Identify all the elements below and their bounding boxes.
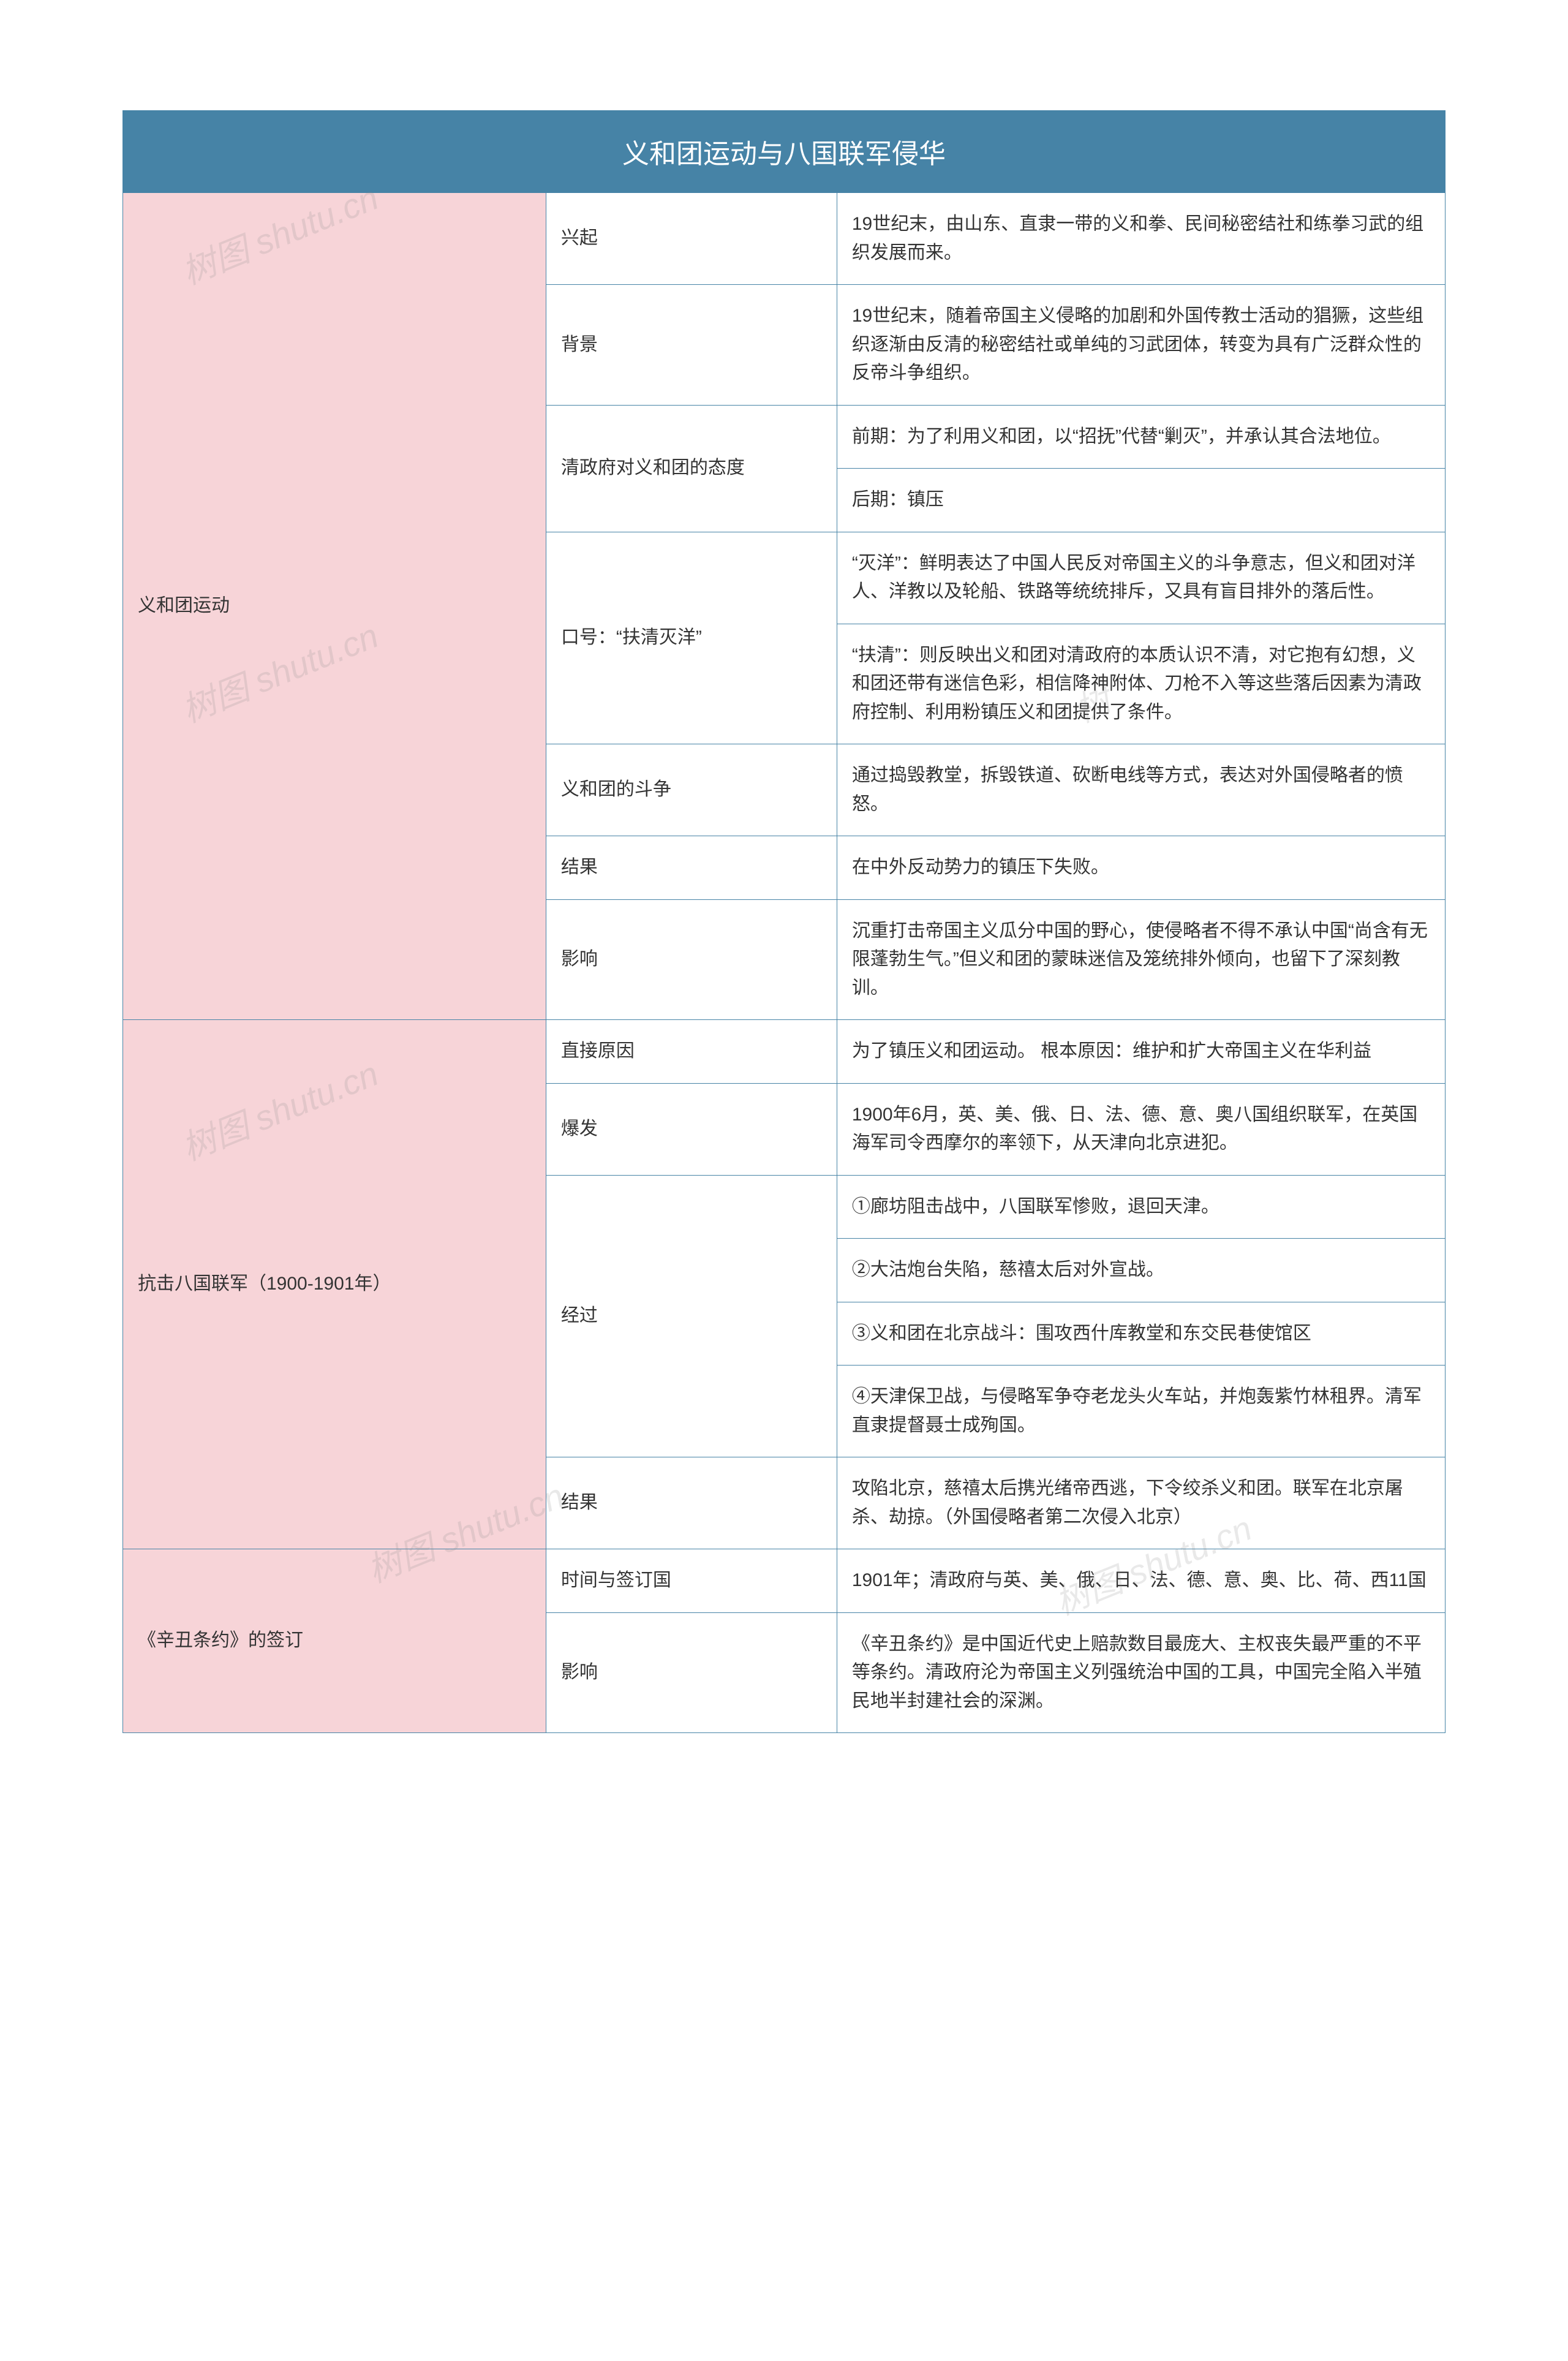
aspect-label: 结果: [546, 1457, 837, 1549]
table-row: 抗击八国联军（1900-1901年）直接原因为了镇压义和团运动。 根本原因：维护…: [123, 1020, 1446, 1084]
content-cell: 在中外反动势力的镇压下失败。: [837, 836, 1445, 900]
content-cell: ③义和团在北京战斗：围攻西什库教堂和东交民巷使馆区: [837, 1302, 1445, 1366]
aspect-label: 影响: [546, 899, 837, 1020]
content-cell: ②大沽炮台失陷，慈禧太后对外宣战。: [837, 1239, 1445, 1302]
aspect-label: 直接原因: [546, 1020, 837, 1084]
content-cell: 1901年；清政府与英、美、俄、日、法、德、意、奥、比、荷、西11国: [837, 1549, 1445, 1613]
diagram-table: 义和团运动兴起19世纪末，由山东、直隶一带的义和拳、民间秘密结社和练拳习武的组织…: [123, 192, 1446, 1733]
table-row: 《辛丑条约》的签订时间与签订国1901年；清政府与英、美、俄、日、法、德、意、奥…: [123, 1549, 1446, 1613]
content-cell: 19世纪末，由山东、直隶一带的义和拳、民间秘密结社和练拳习武的组织发展而来。: [837, 193, 1445, 285]
aspect-label: 时间与签订国: [546, 1549, 837, 1613]
content-cell: 《辛丑条约》是中国近代史上赔款数目最庞大、主权丧失最严重的不平等条约。清政府沦为…: [837, 1612, 1445, 1733]
content-cell: 前期：为了利用义和团，以“招抚”代替“剿灭”，并承认其合法地位。: [837, 405, 1445, 469]
table-row: 义和团运动兴起19世纪末，由山东、直隶一带的义和拳、民间秘密结社和练拳习武的组织…: [123, 193, 1446, 285]
content-cell: 为了镇压义和团运动。 根本原因：维护和扩大帝国主义在华利益: [837, 1020, 1445, 1084]
content-cell: 后期：镇压: [837, 469, 1445, 532]
content-cell: ①廊坊阻击战中，八国联军惨败，退回天津。: [837, 1175, 1445, 1239]
content-cell: “扶清”：则反映出义和团对清政府的本质认识不清，对它抱有幻想，义和团还带有迷信色…: [837, 624, 1445, 744]
section-label: 义和团运动: [123, 193, 546, 1020]
aspect-label: 口号：“扶清灭洋”: [546, 532, 837, 744]
diagram-title: 义和团运动与八国联军侵华: [123, 110, 1446, 192]
aspect-label: 结果: [546, 836, 837, 900]
content-cell: ④天津保卫战，与侵略军争夺老龙头火车站，并炮轰紫竹林租界。清军直隶提督聂士成殉国…: [837, 1366, 1445, 1457]
section-label: 抗击八国联军（1900-1901年）: [123, 1020, 546, 1549]
aspect-label: 爆发: [546, 1083, 837, 1175]
aspect-label: 影响: [546, 1612, 837, 1733]
content-cell: 通过捣毁教堂，拆毁铁道、砍断电线等方式，表达对外国侵略者的愤怒。: [837, 744, 1445, 836]
section-label: 《辛丑条约》的签订: [123, 1549, 546, 1733]
diagram-root: 义和团运动与八国联军侵华 义和团运动兴起19世纪末，由山东、直隶一带的义和拳、民…: [123, 110, 1446, 1733]
content-cell: 沉重打击帝国主义瓜分中国的野心，使侵略者不得不承认中国“尚含有无限蓬勃生气。”但…: [837, 899, 1445, 1020]
aspect-label: 经过: [546, 1175, 837, 1457]
aspect-label: 兴起: [546, 193, 837, 285]
content-cell: 1900年6月，英、美、俄、日、法、德、意、奥八国组织联军，在英国海军司令西摩尔…: [837, 1083, 1445, 1175]
content-cell: 19世纪末，随着帝国主义侵略的加剧和外国传教士活动的猖獗，这些组织逐渐由反清的秘…: [837, 285, 1445, 406]
aspect-label: 清政府对义和团的态度: [546, 405, 837, 532]
aspect-label: 背景: [546, 285, 837, 406]
aspect-label: 义和团的斗争: [546, 744, 837, 836]
content-cell: “灭洋”：鲜明表达了中国人民反对帝国主义的斗争意志，但义和团对洋人、洋教以及轮船…: [837, 532, 1445, 624]
content-cell: 攻陷北京，慈禧太后携光绪帝西逃，下令绞杀义和团。联军在北京屠杀、劫掠。（外国侵略…: [837, 1457, 1445, 1549]
